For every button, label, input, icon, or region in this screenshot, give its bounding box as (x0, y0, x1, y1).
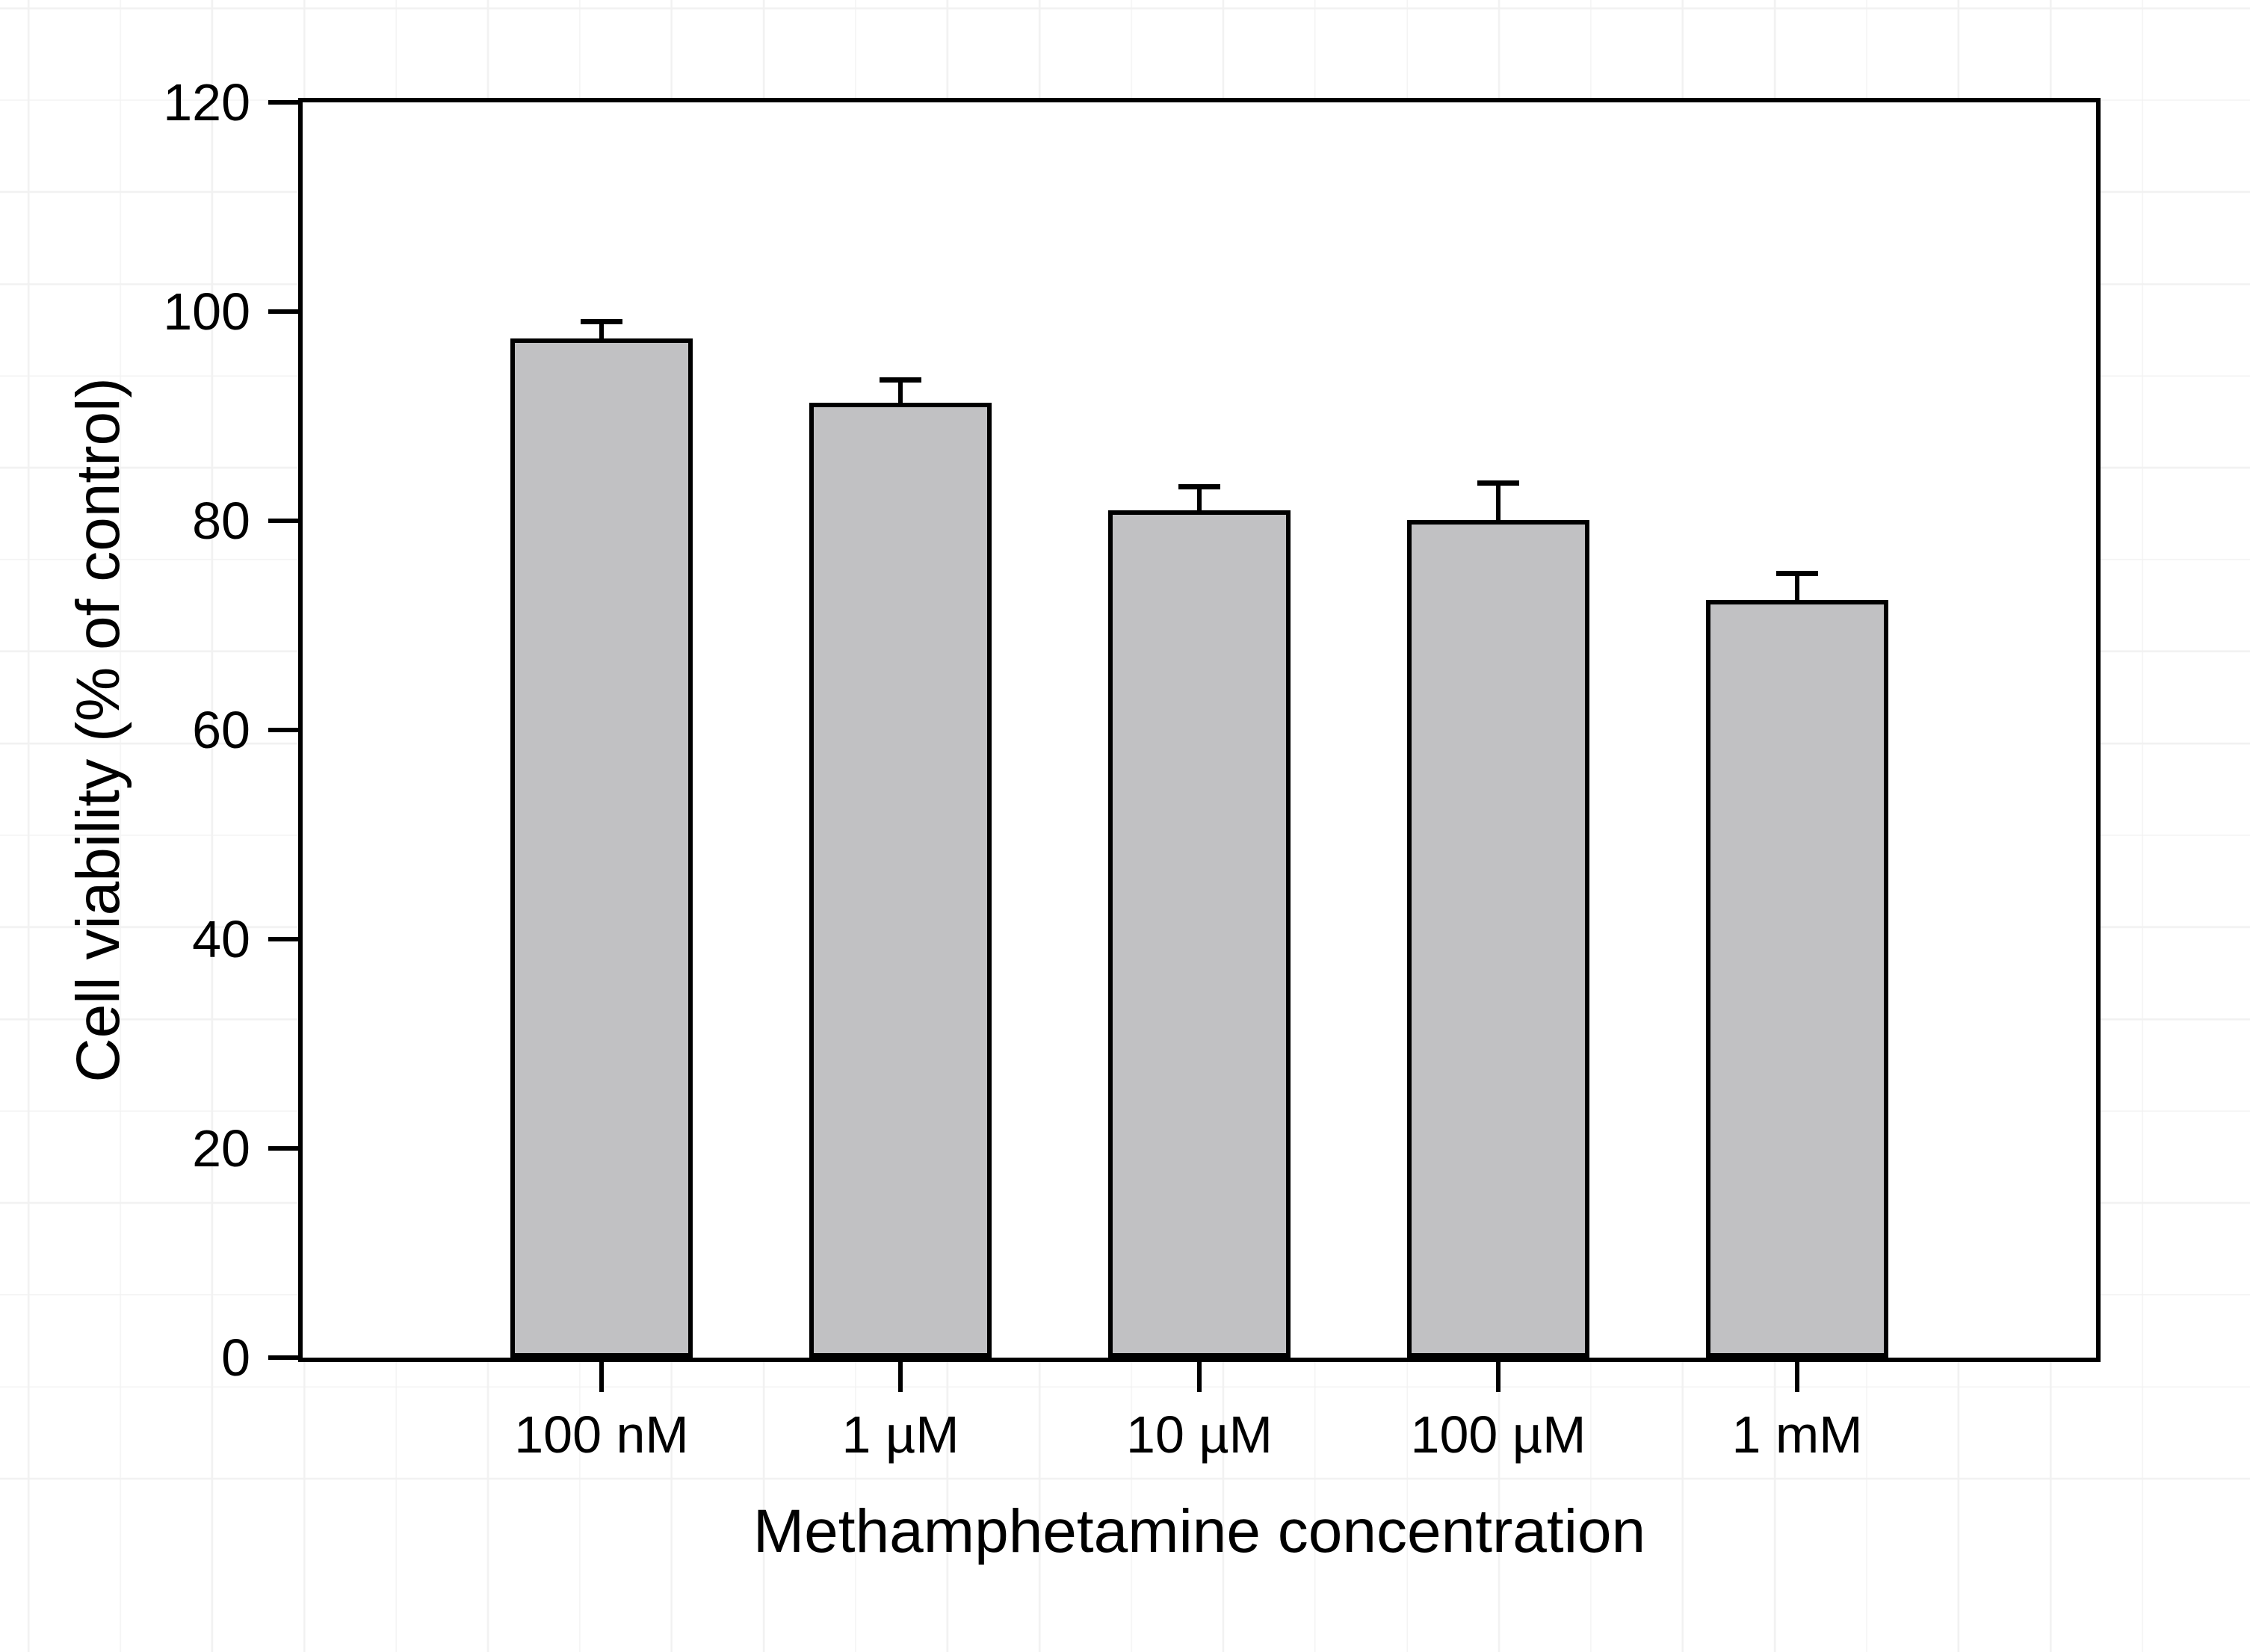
x-axis-tick (898, 1362, 903, 1392)
error-bar-stem (898, 380, 903, 405)
y-axis-tick-label: 80 (192, 492, 250, 550)
x-axis-tick-label: 10 µM (1126, 1405, 1273, 1464)
error-bar-cap (1178, 484, 1220, 490)
y-axis-tick (268, 309, 298, 314)
error-bar-stem (599, 322, 604, 341)
data-bar (1407, 519, 1589, 1358)
error-bar-cap (1477, 480, 1519, 486)
y-axis-tick-label: 0 (221, 1328, 250, 1387)
data-bar (809, 402, 992, 1358)
data-bar (510, 338, 693, 1358)
error-bar-stem (1197, 487, 1202, 513)
y-axis-tick (268, 1146, 298, 1151)
y-axis-tick-label: 100 (163, 282, 250, 341)
y-axis-tick (268, 519, 298, 523)
error-bar-cap (581, 319, 622, 324)
y-axis-tick-label: 120 (163, 73, 250, 132)
x-axis-tick-label: 1 µM (841, 1405, 959, 1464)
x-axis-tick (1795, 1362, 1799, 1392)
error-bar-cap (1776, 571, 1818, 577)
error-bar-stem (1496, 483, 1500, 522)
y-axis-tick (268, 1355, 298, 1360)
x-axis-tick-label: 100 µM (1410, 1405, 1586, 1464)
error-bar-cap (880, 377, 921, 383)
y-axis-tick (268, 728, 298, 732)
plot-area: 0 20 40 60 80 100 120 100 nM 1 µM 10 µM 100 µM 1 mM (163, 76, 2101, 1462)
x-axis-tick-label: 1 mM (1731, 1405, 1863, 1464)
x-axis-tick (1197, 1362, 1202, 1392)
y-axis-title: Cell viability (% of control) (64, 377, 132, 1083)
x-axis-tick (1496, 1362, 1500, 1392)
y-axis-tick-label: 20 (192, 1119, 250, 1178)
x-axis-title: Methamphetamine concentration (752, 1497, 1646, 1565)
y-axis-tick (268, 100, 298, 105)
error-bar-stem (1795, 574, 1799, 603)
y-axis-tick-label: 60 (192, 701, 250, 759)
y-axis-tick-label: 40 (192, 910, 250, 968)
x-axis-tick-label: 100 nM (514, 1405, 689, 1464)
data-bar (1108, 510, 1291, 1358)
y-axis-tick (268, 937, 298, 941)
data-bar (1706, 600, 1888, 1358)
x-axis-tick (599, 1362, 604, 1392)
